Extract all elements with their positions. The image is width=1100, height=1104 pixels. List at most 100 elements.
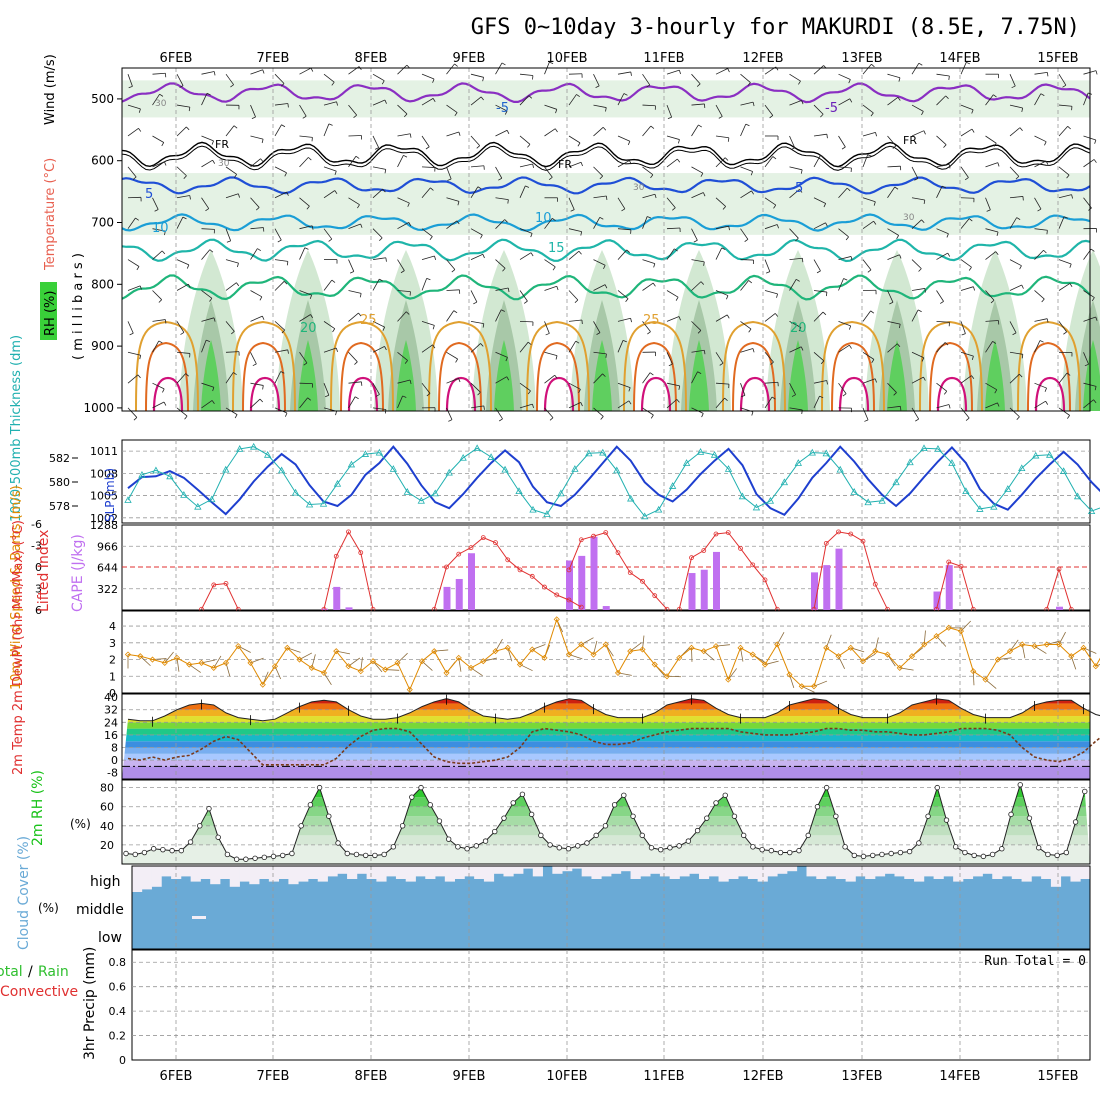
cloud-high-gap [728, 866, 738, 879]
cloud-high-gap [1002, 866, 1012, 876]
rh-point [668, 845, 673, 850]
rh-point [400, 824, 405, 829]
cloud-high-gap [748, 866, 758, 879]
cloud-high-gap [318, 866, 328, 882]
rh-point [806, 833, 811, 838]
cloud-high-gap [415, 866, 425, 876]
cloud-high-gap [914, 866, 924, 882]
rh-point [280, 853, 285, 858]
temp-tick-label: 40 [104, 691, 118, 704]
rh-point [585, 841, 590, 846]
contour-label-fr2: FR [558, 158, 572, 171]
cloud-high-gap [161, 866, 171, 876]
rh-point [1073, 820, 1078, 825]
cloud-high-gap [865, 866, 875, 879]
rh-point [751, 845, 756, 850]
wind-barb-flag [1094, 159, 1096, 162]
rh-point [465, 846, 470, 851]
cloud-high-gap [1070, 866, 1080, 882]
cape-bar [1056, 607, 1063, 610]
cape-bar [578, 556, 585, 610]
cloud-high-gap [679, 866, 689, 876]
rh-point [824, 785, 829, 790]
li-ylabel: Lifted Index [36, 530, 52, 612]
precip-tick-label: 0.6 [109, 981, 127, 994]
rh-point [354, 852, 359, 857]
temperature-label: Temperature (°C) [43, 158, 58, 271]
rh-point [529, 812, 534, 817]
rh-point [557, 845, 562, 850]
cape-bar [946, 565, 953, 610]
cloud-high-gap [767, 866, 777, 876]
cloud-high-gap [474, 866, 484, 879]
chart-title: GFS 0~10day 3-hourly for MAKURDI (8.5E, … [471, 15, 1080, 40]
cloud-high-gap [836, 866, 846, 879]
top-date-3: 9FEB [453, 51, 486, 66]
wind-tick-label: 1 [109, 670, 116, 683]
cloud-high-gap [269, 866, 279, 882]
temp-tick-label: 24 [104, 716, 118, 729]
rh-point [492, 829, 497, 834]
cloud-low-label: low [98, 930, 122, 946]
rh-point [843, 845, 848, 850]
rh-point [409, 795, 414, 800]
cloud-high-gap [425, 866, 435, 879]
wind-barb-flag [606, 196, 607, 200]
cloud-high-gap [406, 866, 416, 882]
top-date-5: 11FEB [643, 51, 684, 66]
wind-barb-flag [1017, 417, 1020, 420]
cloud-high-gap [894, 866, 904, 876]
cloud-high-gap [650, 866, 660, 874]
rh-point [234, 857, 239, 862]
cloud-high-gap [357, 866, 367, 874]
pressure-tick-label: 900 [91, 339, 114, 353]
cloud-high-gap [513, 866, 523, 874]
wind-barb-flag [386, 258, 387, 262]
cloud-high-gap [885, 866, 895, 874]
contour-label-15: 15 [548, 241, 565, 256]
wind-barb-flag [502, 63, 505, 65]
bottom-date-6: 12FEB [742, 1069, 783, 1084]
contour-label-30c: 30 [633, 183, 645, 193]
cloud-high-gap [367, 866, 377, 879]
cape-bar [333, 587, 340, 610]
rh-point [1018, 782, 1023, 787]
slp-ylabel: SLP (mb) [103, 468, 117, 522]
rh-point [428, 803, 433, 808]
cloud-unit-label: (%) [38, 901, 59, 915]
rh-point [502, 816, 507, 821]
cloud-high-gap [191, 866, 201, 882]
contour-label-25b: 25 [643, 313, 660, 328]
cloud-high-gap [220, 866, 230, 879]
contour-label-5: 5 [145, 187, 153, 202]
rh-tick-label: 20 [100, 839, 114, 852]
rh-point [870, 853, 875, 858]
temp-tick-label: 8 [111, 742, 118, 755]
rh-point [677, 844, 682, 849]
wind-tick-label: 3 [109, 637, 116, 650]
rh-point [373, 853, 378, 858]
cloud-high-gap [924, 866, 934, 876]
rh-point [446, 837, 451, 842]
rh-point [317, 785, 322, 790]
cape-tick-label: 1288 [90, 519, 118, 532]
rh-point [981, 854, 986, 859]
wind-barb-flag [752, 412, 753, 416]
rh-point [935, 785, 940, 790]
cloud-high-gap [152, 866, 162, 887]
cape-bar [346, 607, 353, 610]
cloud-high-gap [308, 866, 318, 879]
rh-point [207, 806, 212, 811]
precip-tick-label: 0.8 [109, 956, 127, 969]
rh-point [1036, 845, 1041, 850]
cloud-high-gap [855, 866, 865, 876]
cloud-high-gap [719, 866, 729, 882]
rh-point [714, 801, 719, 806]
cloud-high-gap [249, 866, 259, 884]
cloud-high-gap [259, 866, 269, 879]
contour-label-minus5: -5 [496, 101, 509, 116]
